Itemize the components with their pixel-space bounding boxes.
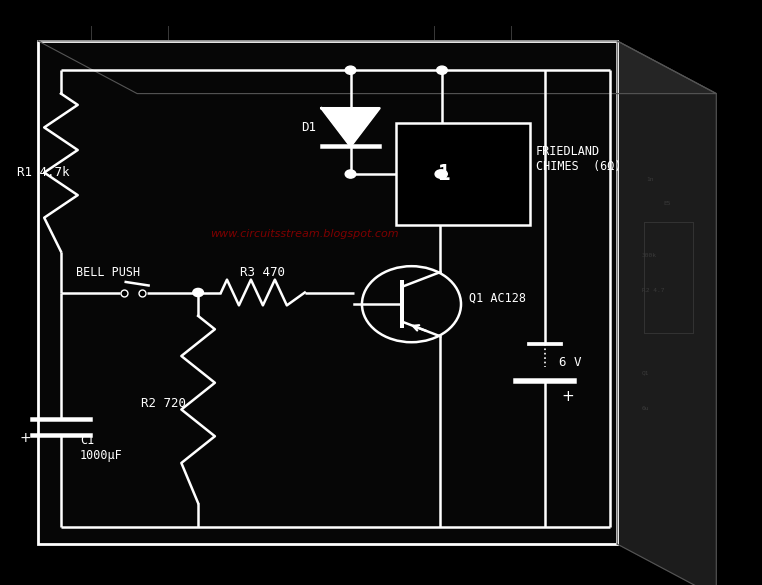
Text: Q1 AC128: Q1 AC128 <box>469 292 526 305</box>
Text: 1: 1 <box>437 164 450 184</box>
Polygon shape <box>38 41 716 94</box>
Text: 6u: 6u <box>642 405 649 411</box>
Circle shape <box>345 170 356 178</box>
Text: C1 1000uF: C1 1000uF <box>99 49 133 54</box>
Text: R3 470: R3 470 <box>259 42 282 46</box>
Text: BELL PUSH: BELL PUSH <box>76 266 140 278</box>
Text: 1n: 1n <box>646 177 654 183</box>
Text: +: + <box>19 431 30 445</box>
Text: FRIEDLAND
CHIMES  (6Ω): FRIEDLAND CHIMES (6Ω) <box>536 146 621 173</box>
Bar <box>38 41 617 544</box>
Text: D1: D1 <box>301 121 316 134</box>
Text: R2 4.7: R2 4.7 <box>642 288 664 294</box>
Text: www.circuitsstream.blogspot.com: www.circuitsstream.blogspot.com <box>210 229 399 239</box>
Circle shape <box>437 170 447 178</box>
Text: C1
1000μF: C1 1000μF <box>80 433 123 462</box>
Circle shape <box>193 288 203 297</box>
Text: R3 470: R3 470 <box>240 266 285 278</box>
Text: 6 V: 6 V <box>559 356 581 369</box>
Text: R2 720: R2 720 <box>259 49 282 54</box>
Text: R1 4.7k: R1 4.7k <box>17 166 69 179</box>
Bar <box>396 123 530 225</box>
Circle shape <box>435 170 446 178</box>
Text: R1 4.7k: R1 4.7k <box>99 42 125 46</box>
Text: 300k: 300k <box>642 253 657 259</box>
Text: FRIEDLAND: FRIEDLAND <box>457 49 491 54</box>
Text: E5: E5 <box>663 201 671 206</box>
Text: Q1 AC128: Q1 AC128 <box>442 42 472 47</box>
Polygon shape <box>322 108 379 146</box>
Text: Q1: Q1 <box>642 370 649 376</box>
Text: R2 720: R2 720 <box>141 397 186 410</box>
Circle shape <box>345 66 356 74</box>
Circle shape <box>437 66 447 74</box>
Text: +: + <box>562 389 575 404</box>
Polygon shape <box>617 41 716 585</box>
